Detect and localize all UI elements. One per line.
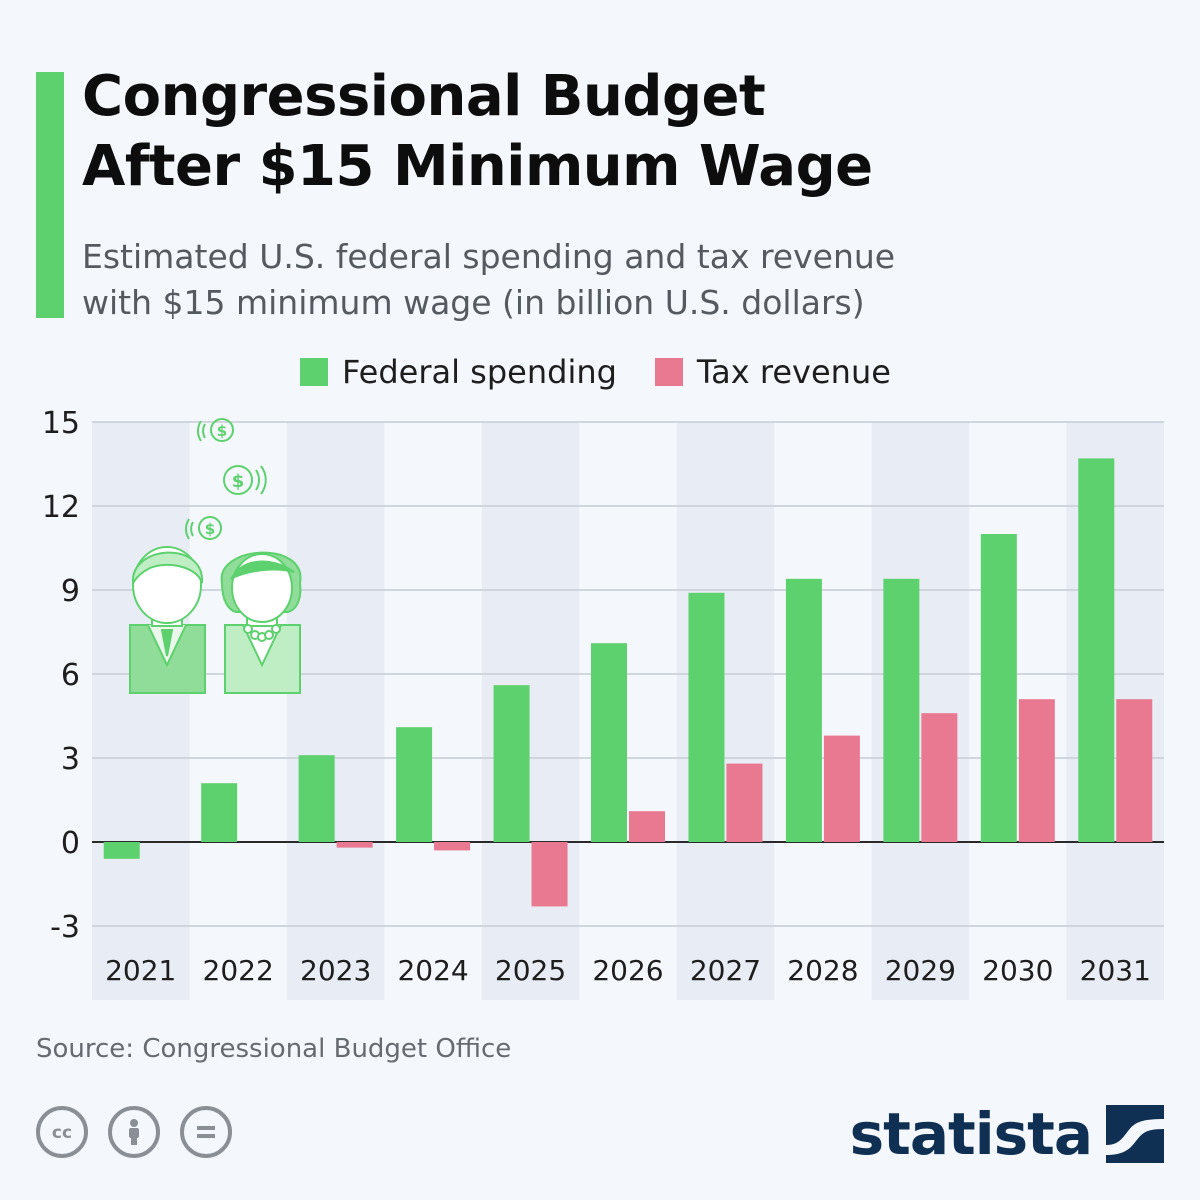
x-tick-label: 2026 [592,954,663,987]
bar-tax-revenue [336,842,373,848]
bar-federal-spending [201,783,238,842]
svg-text:$: $ [205,520,215,538]
creative-commons-icon[interactable]: cc [36,1106,88,1158]
bar-federal-spending [980,534,1017,842]
chart-title: Congressional Budget After $15 Minimum W… [82,62,1162,202]
y-tick-label: 9 [61,574,80,609]
bar-tax-revenue [531,842,568,907]
bar-federal-spending [591,643,627,842]
statista-logo-icon [1106,1105,1164,1163]
bar-tax-revenue [921,713,958,842]
bar-federal-spending [883,578,920,842]
column-band [92,422,190,1000]
source-note: Source: Congressional Budget Office [36,1034,512,1064]
bar-tax-revenue [823,735,860,842]
x-tick-label: 2023 [300,954,371,987]
legend: Federal spending Tax revenue [300,352,929,392]
bar-chart: 15 12 9 6 3 0 -3 $ $ $ [42,406,1164,1000]
x-tick-label: 2030 [982,954,1053,987]
dollar-coin-icon: $ [184,516,222,540]
legend-item-tax-revenue: Tax revenue [654,353,891,391]
no-derivatives-icon[interactable] [180,1106,232,1158]
x-tick-label: 2021 [105,954,176,987]
y-axis-labels: 15 12 9 6 3 0 -3 [42,406,80,945]
title-line-1: Congressional Budget [82,64,766,129]
bars [103,458,1153,907]
chart-subtitle: Estimated U.S. federal spending and tax … [82,234,1082,326]
x-tick-label: 2024 [397,954,468,987]
y-tick-label: -3 [50,910,80,945]
y-tick-label: 0 [61,826,80,861]
bar-tax-revenue [629,811,665,842]
bar-federal-spending [103,842,140,859]
accent-bar [36,72,64,318]
attribution-icon[interactable] [108,1106,160,1158]
bar-federal-spending [396,727,433,842]
bar-federal-spending [1078,458,1115,842]
bar-tax-revenue [726,763,763,842]
legend-label-tax-revenue: Tax revenue [696,353,891,391]
legend-swatch-federal-spending [300,358,328,386]
bar-federal-spending [785,578,822,842]
subtitle-line-2: with $15 minimum wage (in billion U.S. d… [82,283,865,322]
x-tick-label: 2029 [885,954,956,987]
subtitle-line-1: Estimated U.S. federal spending and tax … [82,237,896,276]
legend-item-federal-spending: Federal spending [300,353,617,391]
x-tick-label: 2022 [203,954,274,987]
column-band [286,422,385,1000]
legend-label-federal-spending: Federal spending [342,353,617,391]
man-icon [129,546,206,694]
bar-federal-spending [688,592,725,842]
x-tick-label: 2027 [690,954,761,987]
svg-text:$: $ [232,471,245,492]
bar-federal-spending [493,685,530,842]
legend-swatch-tax-revenue [654,358,683,386]
license-icons: cc [36,1106,252,1158]
woman-icon [220,551,302,694]
x-tick-label: 2031 [1080,954,1151,987]
svg-text:cc: cc [52,1123,72,1143]
title-line-2: After $15 Minimum Wage [82,134,873,199]
x-tick-label: 2025 [495,954,566,987]
dollar-coin-icon: $ [223,465,267,495]
svg-text:$: $ [217,422,227,440]
x-axis-labels: 2021 2022 2023 2024 2025 2026 2027 2028 2029 2030… [105,954,1151,987]
people-with-coins-illustration: $ $ $ [129,418,302,694]
y-tick-label: 15 [42,406,80,441]
dollar-coin-icon: $ [196,418,234,442]
y-tick-label: 12 [42,490,80,525]
x-tick-label: 2028 [787,954,858,987]
bar-tax-revenue [1116,699,1153,842]
y-tick-label: 3 [61,742,80,777]
bar-tax-revenue [434,842,471,851]
bar-tax-revenue [1018,699,1055,842]
bar-federal-spending [298,755,335,842]
brand-wordmark: statista [849,1100,1093,1168]
y-tick-label: 6 [61,658,80,693]
statista-logo[interactable]: statista [850,1100,1164,1168]
